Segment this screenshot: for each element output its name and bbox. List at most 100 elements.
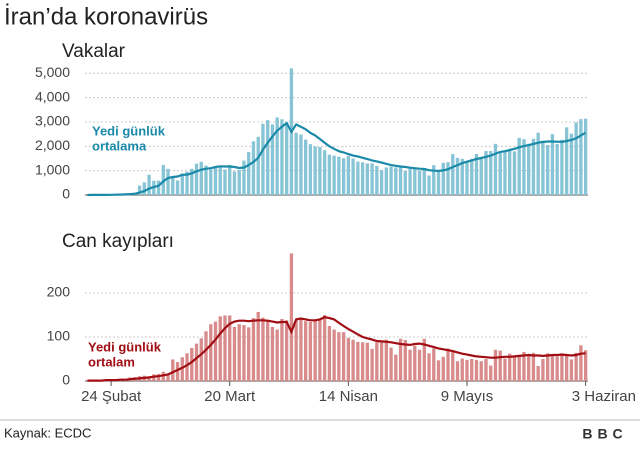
bar	[446, 348, 449, 381]
bar	[489, 151, 492, 195]
bar	[309, 144, 312, 195]
bar	[579, 119, 582, 195]
bar	[337, 157, 340, 195]
bar	[342, 332, 345, 381]
bar	[370, 349, 373, 381]
bar	[375, 342, 378, 381]
bar	[399, 167, 402, 195]
bar	[584, 119, 587, 195]
bar	[565, 355, 568, 381]
bar	[219, 166, 222, 195]
bar	[361, 342, 364, 381]
bar	[470, 159, 473, 195]
bar	[361, 162, 364, 195]
bar	[427, 353, 430, 381]
bar	[214, 166, 217, 195]
bar	[518, 355, 521, 381]
bar	[200, 162, 203, 195]
bar	[494, 350, 497, 381]
bar	[584, 350, 587, 381]
bar	[157, 181, 160, 195]
bar	[451, 351, 454, 381]
bar	[261, 318, 264, 381]
bar	[484, 359, 487, 381]
bar	[266, 120, 269, 195]
bar	[143, 182, 146, 195]
bar	[233, 327, 236, 381]
bar	[328, 155, 331, 195]
bar	[195, 344, 198, 381]
y-tick-label: 1,000	[35, 161, 70, 177]
bar	[541, 142, 544, 195]
bar	[380, 170, 383, 195]
bar	[465, 360, 468, 381]
annotation: Yedi günlük	[88, 339, 162, 354]
bar	[451, 154, 454, 195]
bar	[257, 137, 260, 195]
bar	[570, 134, 573, 195]
bar	[413, 346, 416, 381]
bar	[408, 168, 411, 195]
bar	[366, 164, 369, 195]
bar	[503, 359, 506, 381]
x-tick-label: 14 Nisan	[319, 388, 378, 405]
bar	[574, 353, 577, 381]
bar	[560, 140, 563, 195]
bar	[318, 147, 321, 195]
bar	[290, 253, 293, 381]
bar	[394, 355, 397, 381]
bar	[285, 122, 288, 195]
bar	[332, 330, 335, 381]
bar	[204, 331, 207, 381]
annotation: ortalama	[92, 138, 147, 153]
bar	[261, 124, 264, 195]
source: Kaynak: ECDC	[4, 425, 91, 440]
bar	[171, 359, 174, 381]
page-title: İran’da koronavirüs	[4, 3, 208, 30]
bar	[499, 351, 502, 381]
bar	[389, 167, 392, 195]
x-tick-label: 9 Mayıs	[441, 388, 494, 405]
y-tick-label: 100	[47, 328, 71, 344]
bar	[385, 340, 388, 381]
bar	[508, 150, 511, 195]
logo: BBC	[582, 426, 627, 442]
bar	[166, 169, 169, 195]
bar	[247, 152, 250, 195]
bar	[375, 166, 378, 195]
bar	[276, 330, 279, 381]
annotation: Yedi günlük	[92, 123, 166, 138]
bar	[574, 122, 577, 195]
bar	[565, 127, 568, 195]
bar	[475, 360, 478, 381]
bar	[195, 164, 198, 195]
bar	[456, 361, 459, 381]
bar	[461, 359, 464, 381]
bar	[285, 320, 288, 381]
bar	[480, 361, 483, 381]
bar	[427, 175, 430, 195]
bar	[356, 162, 359, 195]
bar	[295, 133, 298, 195]
bar	[332, 156, 335, 195]
x-tick-label: 24 Şubat	[81, 388, 142, 405]
y-tick-label: 0	[62, 372, 70, 388]
bar	[252, 141, 255, 195]
bar	[503, 151, 506, 195]
y-tick-label: 0	[62, 186, 70, 202]
bar	[318, 319, 321, 381]
bar	[432, 348, 435, 381]
bar	[366, 343, 369, 381]
bar	[247, 327, 250, 381]
bar	[347, 156, 350, 195]
bar	[304, 140, 307, 195]
bar	[337, 332, 340, 381]
bar	[522, 139, 525, 195]
bar	[404, 340, 407, 381]
annotation: ortalam	[88, 354, 135, 369]
bar	[342, 158, 345, 195]
bar	[209, 169, 212, 195]
bar	[418, 350, 421, 381]
bar	[480, 159, 483, 195]
bar	[513, 357, 516, 381]
